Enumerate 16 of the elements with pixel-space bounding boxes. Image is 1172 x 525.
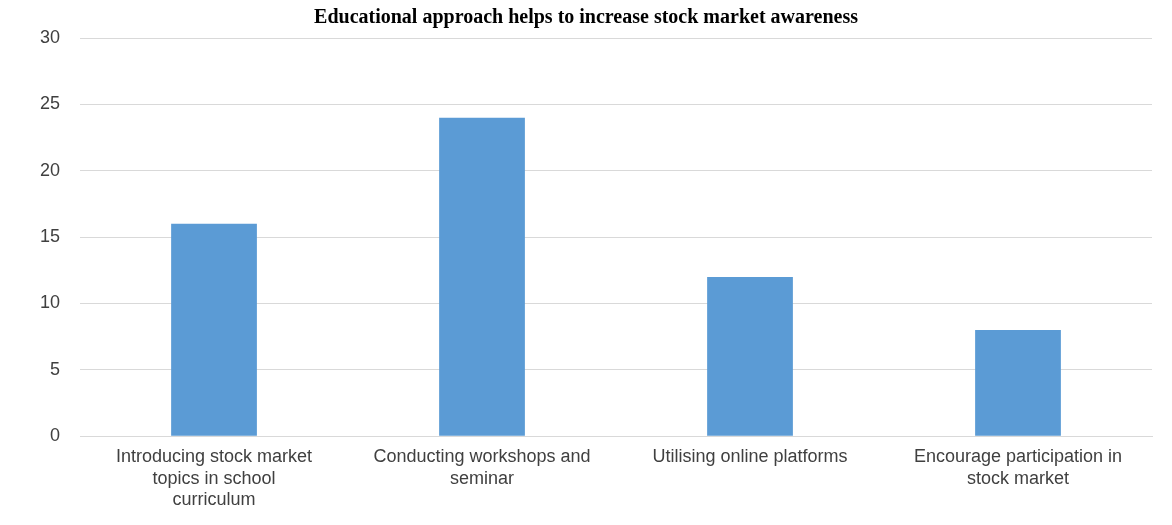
x-tick-label: Encourage participation in stock market (913, 445, 1123, 488)
y-tick-label: 0 (50, 425, 61, 446)
y-tick-label: 15 (39, 226, 61, 247)
y-tick-label: 20 (39, 159, 61, 180)
y-tick-label: 10 (39, 292, 61, 313)
y-tick-label: 5 (50, 358, 61, 379)
y-tick-label: 30 (39, 26, 61, 47)
y-tick-label: 25 (39, 93, 61, 114)
x-tick-label: Utilising online platforms (652, 445, 848, 466)
chart-title: Educational approach helps to increase stock market awareness (314, 5, 859, 29)
x-tick-label: Introducing stock market topics in school curriculum (115, 445, 313, 510)
bar (975, 330, 1061, 436)
x-tick-label: Conducting workshops and seminar (373, 445, 591, 488)
bar (171, 223, 257, 436)
bar (439, 117, 525, 436)
bar (707, 276, 793, 436)
